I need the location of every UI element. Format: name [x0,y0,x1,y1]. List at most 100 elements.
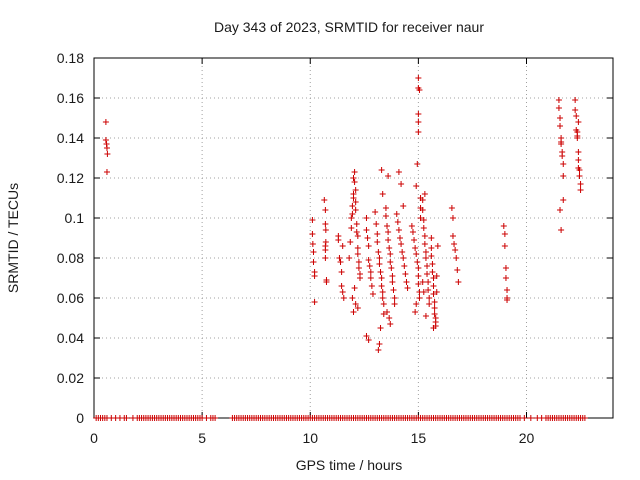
data-point [365,243,372,249]
data-point [338,283,345,289]
data-point [375,249,382,255]
data-point [502,275,509,281]
data-point [391,301,398,307]
data-point [396,235,403,241]
data-point [382,213,389,219]
data-point [321,197,328,203]
x-tick-label: 5 [198,430,206,446]
data-point [557,115,564,121]
data-point [309,217,316,223]
data-point [411,237,418,243]
data-point [367,269,374,275]
data-point [380,311,387,317]
data-point [430,291,437,297]
data-point [374,231,381,237]
data-point [400,203,407,209]
data-point [380,301,387,307]
data-point [338,269,345,275]
data-point [428,245,435,251]
data-point [368,283,375,289]
data-point [373,221,380,227]
data-point [455,279,462,285]
data-point [415,281,422,287]
data-point [419,197,426,203]
data-point [348,215,355,221]
data-point [322,207,329,213]
y-tick-label: 0.08 [57,250,84,266]
data-point [103,145,110,151]
data-point-zero [527,415,534,421]
y-axis-label: SRMTID / TECUs [5,183,21,293]
data-point [103,169,110,175]
y-tick-label: 0.1 [65,210,85,226]
x-tick-label: 15 [411,430,427,446]
data-point [351,285,358,291]
data-point [387,259,394,265]
data-point [352,199,359,205]
data-point [414,259,421,265]
data-point [434,243,441,249]
data-point [575,157,582,163]
data-point [412,245,419,251]
data-point [451,241,458,247]
y-tick-label: 0.04 [57,330,84,346]
x-tick-label: 0 [90,430,98,446]
data-point [555,97,562,103]
data-point [390,287,397,293]
data-point [416,295,423,301]
data-point [573,113,580,119]
data-point [323,279,330,285]
data-point [413,301,420,307]
data-point [349,203,356,209]
data-point [337,259,344,265]
data-point [351,179,358,185]
data-point [576,167,583,173]
data-point [560,197,567,203]
data-point [387,321,394,327]
data-point [422,313,429,319]
data-point [384,309,391,315]
data-point [558,227,565,233]
data-point [102,119,109,125]
data-point [102,137,109,143]
data-point [576,173,583,179]
x-tick-label: 10 [302,430,318,446]
data-point [433,289,440,295]
data-point [501,231,508,237]
data-point [352,301,359,307]
data-point [431,305,438,311]
data-point [422,255,429,261]
y-tick-label: 0.12 [57,170,84,186]
data-point [415,85,422,91]
data-point [386,245,393,251]
data-point [311,299,318,305]
data-point [429,261,436,267]
data-point [322,255,329,261]
data-point [429,269,436,275]
data-point [365,337,372,343]
data-point [354,251,361,257]
data-point [376,261,383,267]
data-point [420,217,427,223]
data-point [353,221,360,227]
data-point [426,295,433,301]
data-point [453,255,460,261]
data-point [504,297,511,303]
data-point [391,295,398,301]
data-point [412,309,419,315]
data-point [415,75,422,81]
data-point [382,205,389,211]
data-point [348,225,355,231]
data-point [375,347,382,353]
data-point [339,243,346,249]
data-point [501,243,508,249]
data-point [425,287,432,293]
data-point [386,315,393,321]
data-point [431,299,438,305]
data-point [577,187,584,193]
data-point [339,289,346,295]
y-tick-label: 0.18 [57,50,84,66]
data-point [555,105,562,111]
data-point [398,241,405,247]
data-point [398,181,405,187]
